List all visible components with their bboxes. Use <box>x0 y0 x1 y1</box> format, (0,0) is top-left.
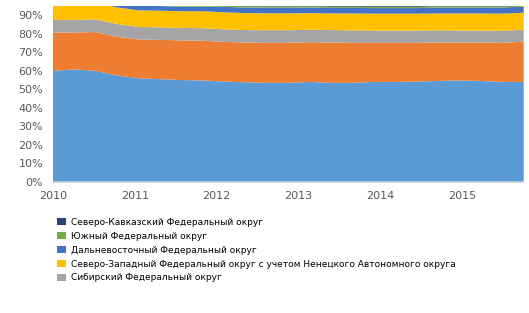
Legend: Северо-Кавказский Федеральный округ, Южный Федеральный округ, Дальневосточный Фе: Северо-Кавказский Федеральный округ, Южн… <box>58 218 455 282</box>
